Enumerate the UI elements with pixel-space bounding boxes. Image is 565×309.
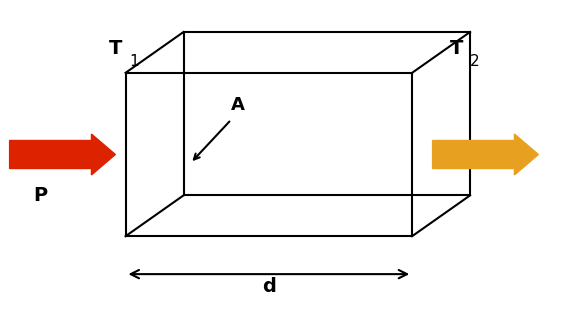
Text: A: A bbox=[231, 96, 245, 114]
Text: d: d bbox=[262, 277, 276, 296]
Text: T: T bbox=[450, 39, 463, 58]
Text: T: T bbox=[108, 39, 122, 58]
Text: 1: 1 bbox=[129, 54, 138, 69]
Text: P: P bbox=[33, 186, 47, 205]
FancyArrow shape bbox=[10, 134, 115, 175]
Text: 2: 2 bbox=[470, 54, 480, 69]
FancyArrow shape bbox=[433, 134, 538, 175]
